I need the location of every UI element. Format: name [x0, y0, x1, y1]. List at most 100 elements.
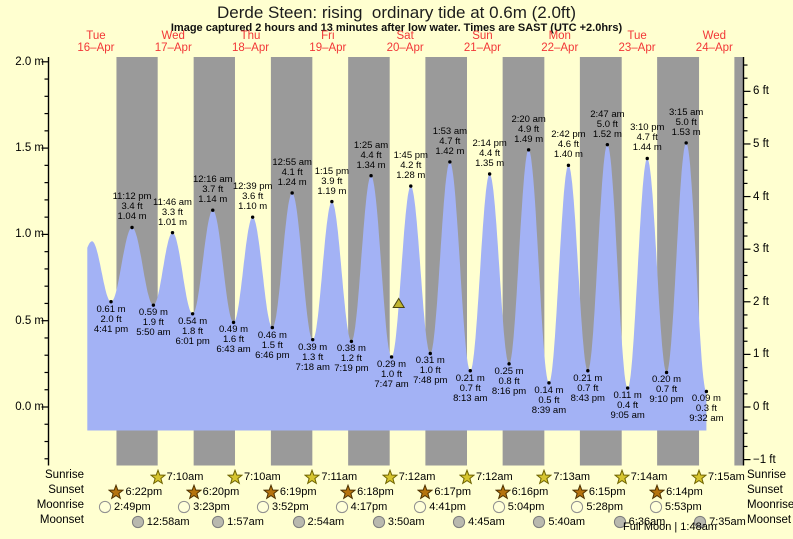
- moonrise-moon-icon: [571, 500, 584, 513]
- y-axis-label-ft: 1 ft: [753, 348, 769, 361]
- sunset-time: 6:14pm: [666, 485, 703, 498]
- tide-point-dot: [526, 148, 531, 152]
- low-tide-label: 0.29 m 1.0 ft 7:47 am: [374, 358, 409, 390]
- tide-point-dot: [109, 300, 113, 304]
- moonrise-time: 3:52pm: [272, 500, 309, 513]
- sunrise-time: 7:10am: [166, 470, 204, 483]
- day-label: Tue 16–Apr: [77, 30, 115, 54]
- sunset-entry: 6:20pm: [185, 483, 240, 500]
- moonset-moon-icon: [694, 515, 707, 528]
- moonrise-moon-icon: [649, 500, 663, 513]
- moonset-time: 2:54am: [307, 515, 345, 528]
- high-tide-label: 1:45 pm 4.2 ft 1.28 m: [393, 150, 428, 182]
- tide-point-dot: [605, 142, 610, 147]
- moonrise-time: 5:28pm: [586, 500, 624, 513]
- low-tide-label: 0.11 m 0.4 ft 9:05 am: [610, 390, 645, 421]
- sunrise-time: 7:12am: [398, 470, 436, 483]
- sunrise-star-icon: [149, 468, 166, 485]
- tide-point-dot: [566, 163, 571, 168]
- sunset-row-label-left: Sunset: [48, 484, 84, 496]
- sunset-entry: 6:17pm: [417, 483, 471, 500]
- day-label: Sun 21–Apr: [463, 30, 501, 54]
- sunset-star-icon: [185, 483, 202, 500]
- sunrise-time: 7:13am: [553, 470, 591, 483]
- sunrise-time: 7:14am: [630, 470, 668, 483]
- low-tide-label: 0.09 m 0.3 ft 9:32 am: [689, 393, 724, 425]
- y-axis-label-ft: 4 ft: [753, 190, 769, 203]
- sunrise-star-icon: [690, 468, 708, 485]
- moonrise-entry: 4:41pm: [412, 498, 466, 513]
- tide-point-dot: [211, 208, 215, 212]
- moonset-moon-icon: [533, 515, 546, 528]
- sunset-time: 6:19pm: [279, 485, 317, 498]
- tide-point-dot: [311, 337, 315, 342]
- chart-subtitle: Image captured 2 hours and 13 minutes af…: [170, 22, 623, 34]
- moonset-time: 5:40am: [548, 515, 586, 528]
- moonset-entry: 5:40am: [531, 513, 585, 528]
- sunrise-time: 7:10am: [243, 470, 281, 483]
- sunset-entry: 6:16pm: [494, 483, 548, 500]
- moonrise-moon-icon: [98, 500, 112, 513]
- night-band: [734, 57, 744, 466]
- y-axis-label-ft: −1 ft: [753, 453, 776, 466]
- day-label: Fri 19–Apr: [309, 30, 347, 54]
- moonset-moon-icon: [372, 515, 385, 528]
- low-tide-label: 0.20 m 0.7 ft 9:10 pm: [649, 374, 684, 406]
- low-tide-label: 0.14 m 0.5 ft 8:39 am: [531, 384, 567, 416]
- current-tide-marker: [392, 297, 406, 308]
- y-axis-label-ft: 5 ft: [753, 137, 769, 150]
- moonset-time: 12:58am: [146, 515, 190, 528]
- high-tide-label: 12:55 am 4.1 ft 1.24 m: [272, 156, 312, 188]
- sunset-entry: 6:15pm: [571, 483, 626, 500]
- tide-point-dot: [428, 351, 432, 356]
- moonset-entry: 12:58am: [130, 513, 190, 528]
- moonset-entry: 3:50am: [371, 513, 425, 528]
- moonrise-time: 2:49pm: [114, 500, 151, 513]
- moonrise-entry: 5:28pm: [569, 498, 623, 513]
- moonset-entry: 4:45am: [451, 513, 505, 528]
- tide-point-dot: [270, 325, 275, 330]
- sunset-star-icon: [262, 483, 280, 500]
- tide-point-dot: [684, 141, 688, 145]
- tide-point-dot: [130, 225, 134, 230]
- sunset-star-icon: [648, 483, 666, 500]
- tide-point-dot: [369, 174, 373, 178]
- moonrise-moon-icon: [492, 500, 505, 513]
- chart-title: Derde Steen: rising ordinary tide at 0.6…: [216, 3, 577, 22]
- moon-phase-note: Full Moon | 1:48am: [623, 521, 717, 533]
- sunset-time: 6:20pm: [202, 485, 240, 498]
- tide-point-dot: [625, 386, 630, 390]
- high-tide-label: 3:10 pm 4.7 ft 1.44 m: [630, 122, 665, 154]
- moonset-entry: 1:57am: [210, 513, 264, 528]
- moonrise-row-label-left: Moonrise: [36, 499, 84, 511]
- sunset-time: 6:18pm: [357, 485, 394, 498]
- y-axis-label-m: 1.0 m: [15, 228, 44, 241]
- day-label: Thu 18–Apr: [232, 30, 270, 54]
- low-tide-label: 0.31 m 1.0 ft 7:48 pm: [413, 355, 448, 387]
- day-label: Mon 22–Apr: [541, 30, 579, 54]
- moonrise-time: 3:23pm: [193, 500, 230, 513]
- moonset-entry: 7:35am: [692, 513, 746, 528]
- low-tide-label: 0.39 m 1.3 ft 7:18 am: [295, 341, 330, 373]
- tide-point-dot: [349, 339, 354, 344]
- sunrise-star-icon: [226, 468, 244, 485]
- moonset-time: 7:35am: [709, 515, 746, 528]
- sunrise-entry: 7:10am: [226, 468, 281, 485]
- low-tide-label: 0.25 m 0.8 ft 8:16 pm: [491, 365, 527, 397]
- high-tide-label: 1:25 am 4.4 ft 1.34 m: [353, 139, 389, 171]
- low-tide-label: 0.54 m 1.8 ft 6:01 pm: [175, 315, 210, 347]
- sunrise-row-label-right: Sunrise: [747, 469, 786, 481]
- tide-point-dot: [290, 191, 294, 195]
- tide-point-dot: [468, 369, 472, 373]
- high-tide-label: 11:12 pm 3.4 ft 1.04 m: [112, 191, 152, 223]
- high-tide-label: 2:42 pm 4.6 ft 1.40 m: [551, 129, 586, 161]
- sunset-time: 6:22pm: [125, 485, 163, 498]
- low-tide-label: 0.46 m 1.5 ft 6:46 pm: [255, 329, 290, 361]
- sunset-star-icon: [108, 483, 125, 500]
- sunrise-entry: 7:13am: [536, 468, 591, 485]
- moonset-moon-icon: [292, 515, 305, 528]
- day-label: Sat 20–Apr: [386, 30, 424, 54]
- sunrise-star-icon: [458, 468, 476, 485]
- sunset-entry: 6:22pm: [108, 483, 163, 500]
